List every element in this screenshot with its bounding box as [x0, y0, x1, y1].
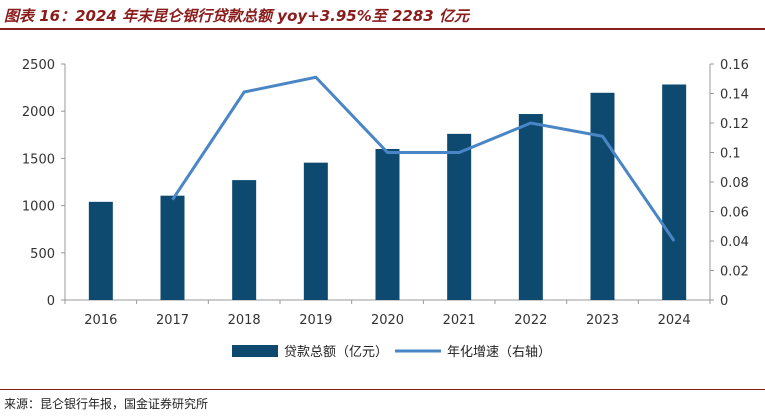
chart-title: 图表 16：2024 年末昆仑银行贷款总额 yoy+3.95%至 2283 亿元 — [4, 7, 469, 25]
bar-2018 — [232, 180, 257, 300]
title-divider — [0, 28, 765, 30]
y-right-tick-label: 0.04 — [720, 235, 749, 250]
y-left-tick-label: 2000 — [22, 105, 55, 120]
y-right-tick-label: 0.06 — [720, 206, 749, 221]
bar-series — [88, 84, 687, 301]
y-left-tick-label: 500 — [30, 247, 55, 262]
y-left-tick-label: 1000 — [22, 200, 55, 215]
bar-2019 — [303, 162, 328, 300]
y-right-tick-label: 0.12 — [720, 117, 749, 132]
bar-2017 — [160, 195, 185, 300]
y-right-tick-label: 0.08 — [720, 176, 749, 191]
x-tick-label: 2018 — [228, 313, 261, 328]
y-right-tick-label: 0.02 — [720, 265, 749, 280]
combo-chart: 0 500 1000 1500 2000 2500 0 0.02 0.04 0.06 0.08 0.1… — [22, 58, 749, 360]
y-left-tick-label: 2500 — [22, 58, 55, 73]
y-right-tick-label: 0.14 — [720, 88, 749, 103]
bar-2024 — [662, 84, 687, 300]
bar-2016 — [88, 201, 113, 300]
y-right-tick-label: 0 — [720, 294, 728, 309]
bar-2021 — [447, 133, 472, 300]
x-tick-label: 2024 — [658, 313, 691, 328]
x-tick-label: 2020 — [371, 313, 404, 328]
x-tick-label: 2021 — [443, 313, 476, 328]
chart-axes: 0 500 1000 1500 2000 2500 0 0.02 0.04 0.06 0.08 0.1… — [22, 58, 749, 328]
x-tick-label: 2019 — [299, 313, 332, 328]
legend-swatch-bar — [232, 345, 278, 357]
y-right-tick-label: 0.16 — [720, 58, 749, 73]
source-divider — [0, 389, 765, 390]
y-right-tick-label: 0.1 — [720, 147, 741, 162]
legend: 贷款总额（亿元） 年化增速（右轴） — [232, 345, 551, 360]
y-left-tick-label: 1500 — [22, 152, 55, 167]
x-tick-label: 2022 — [514, 313, 547, 328]
x-tick-label: 2017 — [156, 313, 189, 328]
legend-label-bar: 贷款总额（亿元） — [284, 345, 388, 360]
bar-2022 — [518, 114, 543, 300]
x-tick-label: 2016 — [84, 313, 117, 328]
legend-label-line: 年化增速（右轴） — [447, 345, 551, 360]
source-note: 来源：昆仑银行年报，国金证券研究所 — [4, 397, 209, 411]
growth-line — [171, 75, 676, 242]
bar-2020 — [375, 148, 400, 300]
bar-2023 — [590, 92, 615, 301]
y-left-tick-label: 0 — [47, 294, 55, 309]
x-tick-label: 2023 — [586, 313, 619, 328]
